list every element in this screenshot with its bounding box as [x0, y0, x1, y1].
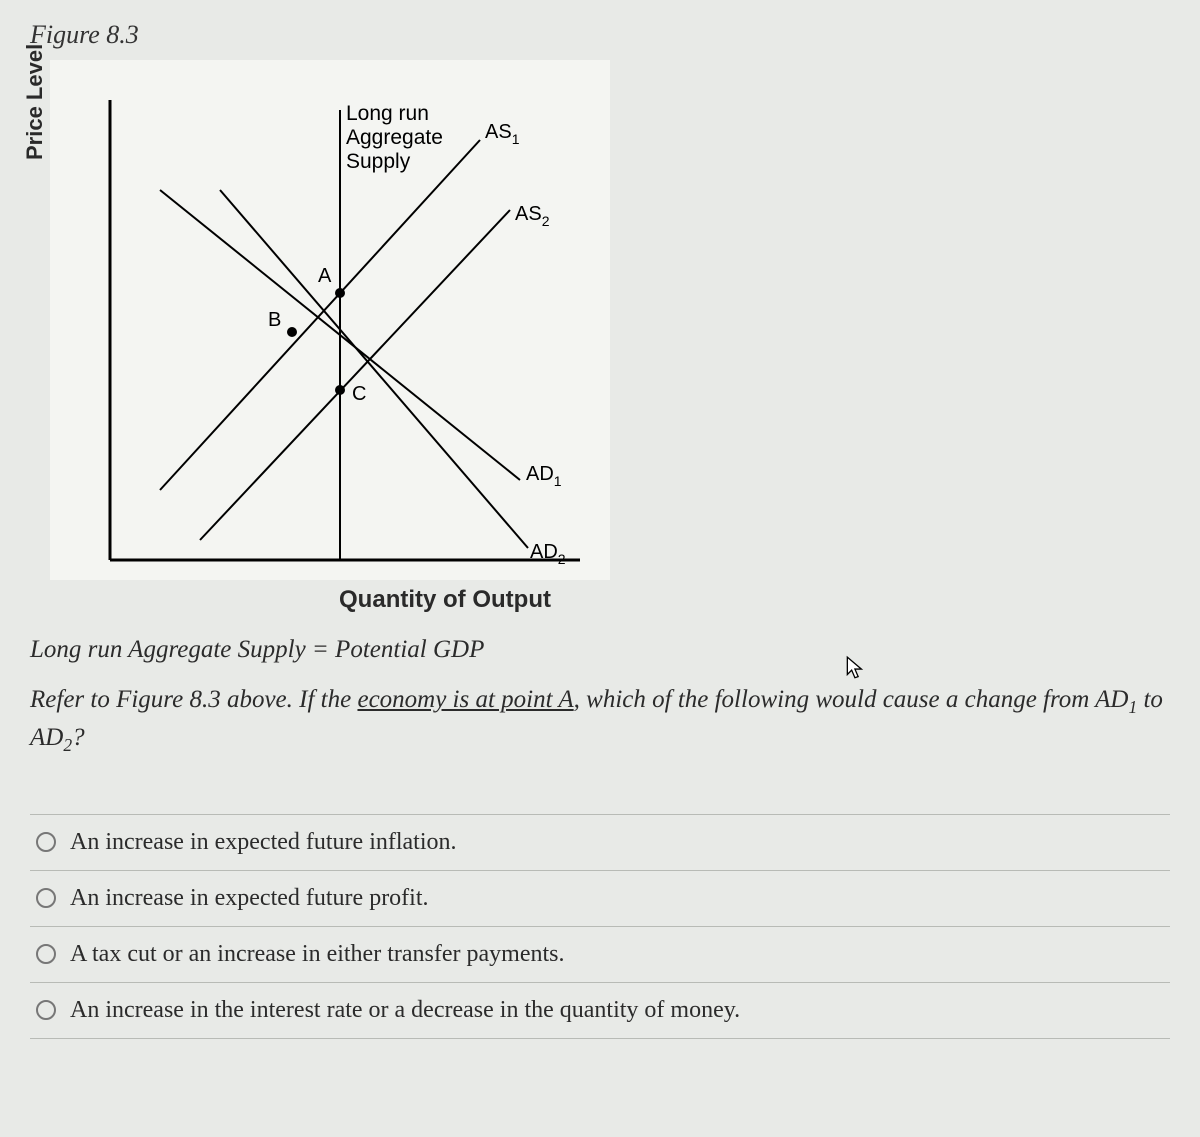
answer-options: An increase in expected future inflation…: [30, 814, 1170, 1039]
question-text: Refer to Figure 8.3 above. If the econom…: [30, 682, 1170, 759]
option-label: An increase in the interest rate or a de…: [70, 997, 740, 1024]
lras-label-1: Long run: [346, 102, 429, 125]
point-a-label: A: [318, 265, 332, 287]
y-axis-label: Price Level: [22, 44, 48, 160]
option-3[interactable]: A tax cut or an increase in either trans…: [30, 926, 1170, 982]
radio-icon[interactable]: [36, 944, 56, 964]
option-label: An increase in expected future inflation…: [70, 829, 457, 856]
lras-label-2: Aggregate: [346, 126, 443, 149]
option-2[interactable]: An increase in expected future profit.: [30, 870, 1170, 926]
x-axis-label: Quantity of Output: [280, 586, 610, 614]
chart-container: Price Level A B C Long run Aggregate Sup…: [50, 60, 610, 614]
point-c-label: C: [352, 383, 366, 405]
figure-title: Figure 8.3: [30, 20, 1170, 50]
point-b-label: B: [268, 309, 281, 331]
option-4[interactable]: An increase in the interest rate or a de…: [30, 982, 1170, 1039]
economics-chart: A B C Long run Aggregate Supply AS1 AS2 …: [50, 60, 610, 580]
option-label: A tax cut or an increase in either trans…: [70, 941, 564, 968]
lras-label-3: Supply: [346, 150, 411, 173]
option-1[interactable]: An increase in expected future inflation…: [30, 814, 1170, 870]
figure-caption: Long run Aggregate Supply = Potential GD…: [30, 636, 1170, 664]
radio-icon[interactable]: [36, 1000, 56, 1020]
radio-icon[interactable]: [36, 888, 56, 908]
option-label: An increase in expected future profit.: [70, 885, 429, 912]
radio-icon[interactable]: [36, 832, 56, 852]
